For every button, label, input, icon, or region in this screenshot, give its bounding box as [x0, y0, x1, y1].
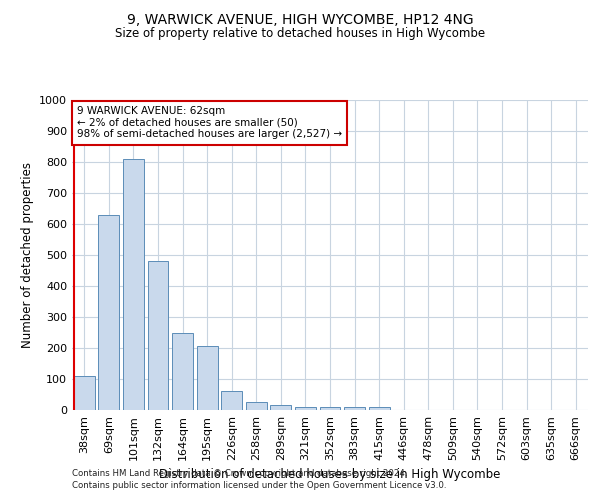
Bar [172, 332, 193, 410]
Bar [246, 402, 267, 410]
Bar [344, 407, 365, 410]
Bar [123, 159, 144, 410]
Bar [320, 407, 340, 410]
Text: 9, WARWICK AVENUE, HIGH WYCOMBE, HP12 4NG: 9, WARWICK AVENUE, HIGH WYCOMBE, HP12 4N… [127, 12, 473, 26]
Text: 9 WARWICK AVENUE: 62sqm
← 2% of detached houses are smaller (50)
98% of semi-det: 9 WARWICK AVENUE: 62sqm ← 2% of detached… [77, 106, 342, 140]
Text: Contains HM Land Registry data © Crown copyright and database right 2024.: Contains HM Land Registry data © Crown c… [72, 468, 407, 477]
Bar [197, 346, 218, 410]
Text: Contains public sector information licensed under the Open Government Licence v3: Contains public sector information licen… [72, 481, 446, 490]
Bar [271, 404, 292, 410]
Y-axis label: Number of detached properties: Number of detached properties [20, 162, 34, 348]
Bar [221, 392, 242, 410]
Bar [368, 407, 389, 410]
Text: Size of property relative to detached houses in High Wycombe: Size of property relative to detached ho… [115, 28, 485, 40]
Bar [74, 376, 95, 410]
Bar [98, 214, 119, 410]
X-axis label: Distribution of detached houses by size in High Wycombe: Distribution of detached houses by size … [160, 468, 500, 481]
Bar [295, 407, 316, 410]
Bar [148, 261, 169, 410]
